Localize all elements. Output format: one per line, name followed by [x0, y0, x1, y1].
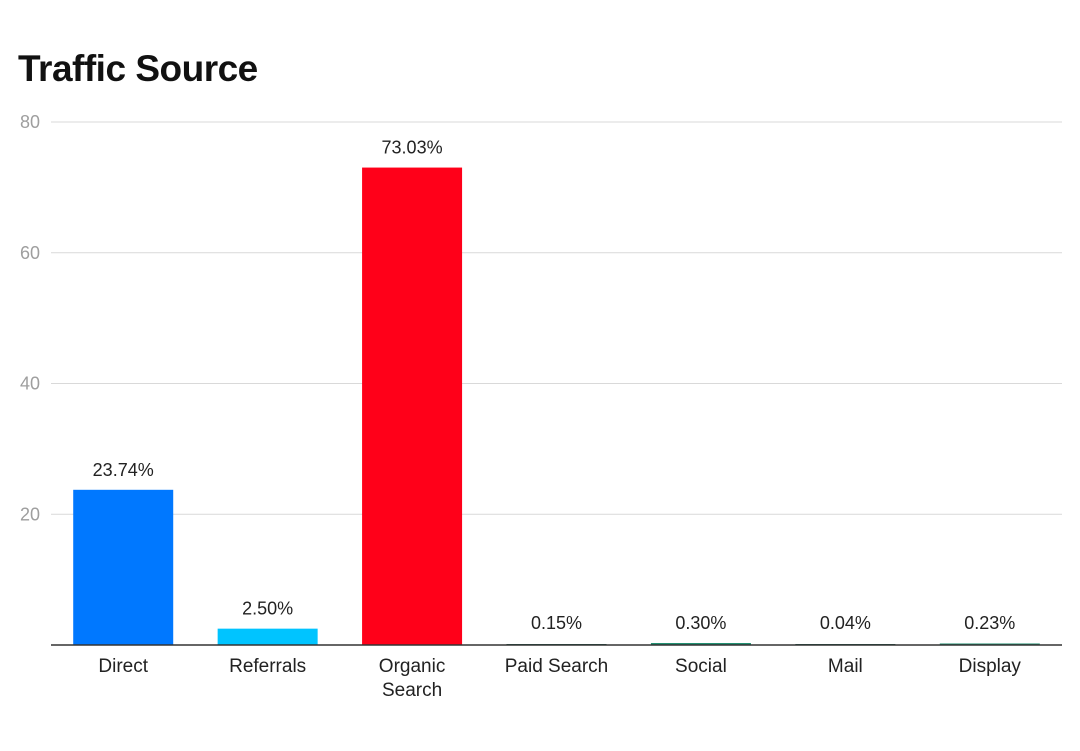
- bar-referrals: [217, 628, 318, 645]
- data-label: 2.50%: [242, 599, 293, 619]
- data-label: 0.23%: [964, 613, 1015, 633]
- x-tick-label: Social: [675, 656, 727, 677]
- y-tick-label: 40: [20, 374, 40, 394]
- chart-title: Traffic Source: [18, 48, 258, 89]
- x-tick-label: Mail: [828, 656, 863, 677]
- data-label: 0.04%: [820, 613, 871, 633]
- label-layer: 20 40 60 80 23.74% Direct 2.50% Referrals 73.03%…: [20, 112, 1021, 701]
- bar-organic-search: [362, 167, 463, 645]
- data-label: 73.03%: [382, 138, 443, 158]
- bar-direct: [73, 489, 174, 645]
- data-label: 0.30%: [675, 613, 726, 633]
- grid-layer: [51, 121, 1062, 515]
- y-tick-label: 60: [20, 243, 40, 263]
- data-label: 0.15%: [531, 613, 582, 633]
- bar-layer: [73, 167, 1040, 645]
- y-tick-label: 20: [20, 504, 40, 524]
- x-tick-label: Paid Search: [505, 656, 609, 677]
- x-tick-label: Referrals: [229, 656, 306, 677]
- x-tick-label: Direct: [98, 656, 148, 677]
- x-tick-label: Organic Search: [379, 656, 446, 701]
- y-tick-label: 80: [20, 112, 40, 132]
- bar-display: [939, 643, 1040, 645]
- bar-social: [650, 643, 751, 645]
- data-label: 23.74%: [93, 460, 154, 480]
- x-tick-label: Display: [959, 656, 1022, 677]
